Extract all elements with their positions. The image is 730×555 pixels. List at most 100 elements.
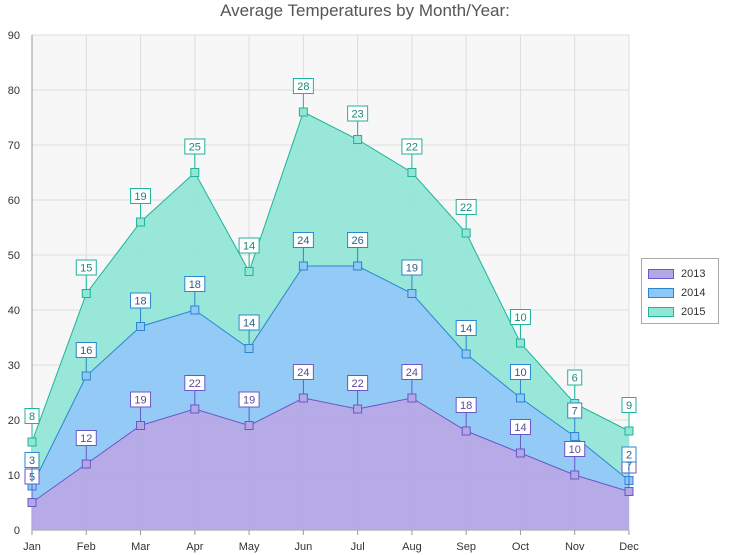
data-label-box	[130, 188, 152, 204]
data-label: 18	[460, 400, 472, 412]
data-label: 25	[189, 142, 201, 154]
y-tick-label: 80	[8, 85, 20, 97]
point-2014	[461, 349, 471, 359]
point-2013	[624, 487, 634, 496]
legend: 2013 2014 2015	[641, 258, 719, 324]
point-2014	[407, 289, 417, 298]
data-label: 10	[514, 367, 526, 379]
data-label: 22	[460, 202, 472, 214]
legend-swatch	[648, 306, 674, 317]
data-label: 19	[243, 395, 255, 407]
point-2015	[136, 217, 146, 227]
legend-item-2014: 2014	[648, 283, 712, 302]
y-tick-label: 0	[14, 525, 20, 537]
data-label: 14	[243, 241, 255, 253]
data-label: 24	[297, 235, 309, 247]
data-label: 22	[352, 378, 364, 390]
data-label: 14	[514, 422, 526, 434]
data-label-box	[184, 375, 206, 391]
data-label-box	[347, 232, 369, 248]
y-tick-label: 90	[8, 30, 20, 42]
data-label-box	[564, 441, 586, 457]
legend-swatch	[648, 268, 674, 279]
data-label: 2	[626, 450, 632, 462]
point-2013	[515, 448, 525, 458]
data-label: 26	[352, 235, 364, 247]
data-label: 6	[572, 373, 578, 385]
data-label-box	[75, 342, 97, 358]
line-2013	[31, 397, 630, 503]
legend-label: 2013	[681, 267, 706, 280]
area-2013	[32, 398, 629, 530]
data-label: 8	[29, 411, 35, 423]
data-label-box	[292, 364, 314, 380]
point-2013	[81, 459, 91, 469]
data-label-box	[292, 78, 314, 94]
data-label-box	[130, 292, 152, 309]
data-label-box	[184, 138, 206, 155]
point-2013	[190, 404, 200, 414]
data-label: 16	[80, 345, 92, 357]
data-label-box	[455, 397, 477, 413]
point-2013	[298, 393, 308, 403]
x-tick-label: May	[239, 541, 260, 553]
y-tick-label: 30	[8, 360, 20, 372]
x-tick-label: Jan	[23, 541, 41, 553]
y-tick-label: 20	[8, 415, 20, 427]
x-tick-label: Sep	[456, 541, 476, 553]
data-label: 22	[189, 378, 201, 390]
point-2014	[570, 432, 580, 441]
data-label-box	[130, 391, 152, 408]
data-label-box	[347, 105, 369, 122]
data-label-box	[455, 199, 477, 215]
point-2014	[244, 344, 254, 353]
point-2013	[407, 393, 417, 403]
point-2015	[27, 437, 37, 447]
point-2015	[298, 107, 308, 117]
data-label-box	[347, 375, 369, 391]
point-2015	[515, 338, 525, 348]
legend-item-2013: 2013	[648, 264, 712, 283]
y-tick-label: 60	[8, 195, 20, 207]
line-2015	[31, 111, 630, 443]
data-label: 19	[134, 191, 146, 203]
data-label-box	[75, 430, 97, 446]
data-label: 23	[352, 109, 364, 121]
point-2015	[353, 135, 363, 144]
data-label: 18	[189, 279, 201, 291]
chart-title: Average Temperatures by Month/Year:	[220, 1, 510, 20]
point-2014	[515, 393, 525, 403]
data-label-box	[509, 419, 531, 435]
point-2013	[353, 404, 363, 414]
data-label-box	[238, 237, 260, 254]
point-2013	[27, 498, 37, 507]
data-label-box	[509, 364, 531, 380]
data-label-box	[238, 391, 260, 408]
data-label: 24	[297, 367, 309, 379]
data-label: 14	[243, 318, 255, 330]
data-label: 14	[460, 323, 472, 335]
y-tick-label: 10	[8, 470, 20, 482]
x-tick-label: Nov	[565, 541, 585, 553]
legend-swatch	[648, 287, 674, 298]
data-label-box	[401, 259, 423, 276]
data-label-box	[401, 138, 423, 155]
x-tick-label: Feb	[77, 541, 96, 553]
data-label: 28	[297, 81, 309, 93]
legend-item-2015: 2015	[648, 302, 712, 321]
data-label-box	[184, 276, 206, 292]
point-2014	[353, 261, 363, 271]
data-label-box	[621, 446, 637, 463]
data-label: 3	[29, 455, 35, 467]
data-label: 15	[80, 263, 92, 275]
point-2015	[461, 228, 471, 238]
legend-label: 2014	[681, 286, 706, 299]
point-2015	[244, 267, 254, 276]
data-label-box	[621, 397, 637, 413]
x-tick-label: Jul	[351, 541, 365, 553]
data-label: 22	[406, 142, 418, 154]
point-2015	[407, 168, 417, 177]
line-2014	[31, 265, 630, 487]
data-label: 9	[626, 400, 632, 412]
